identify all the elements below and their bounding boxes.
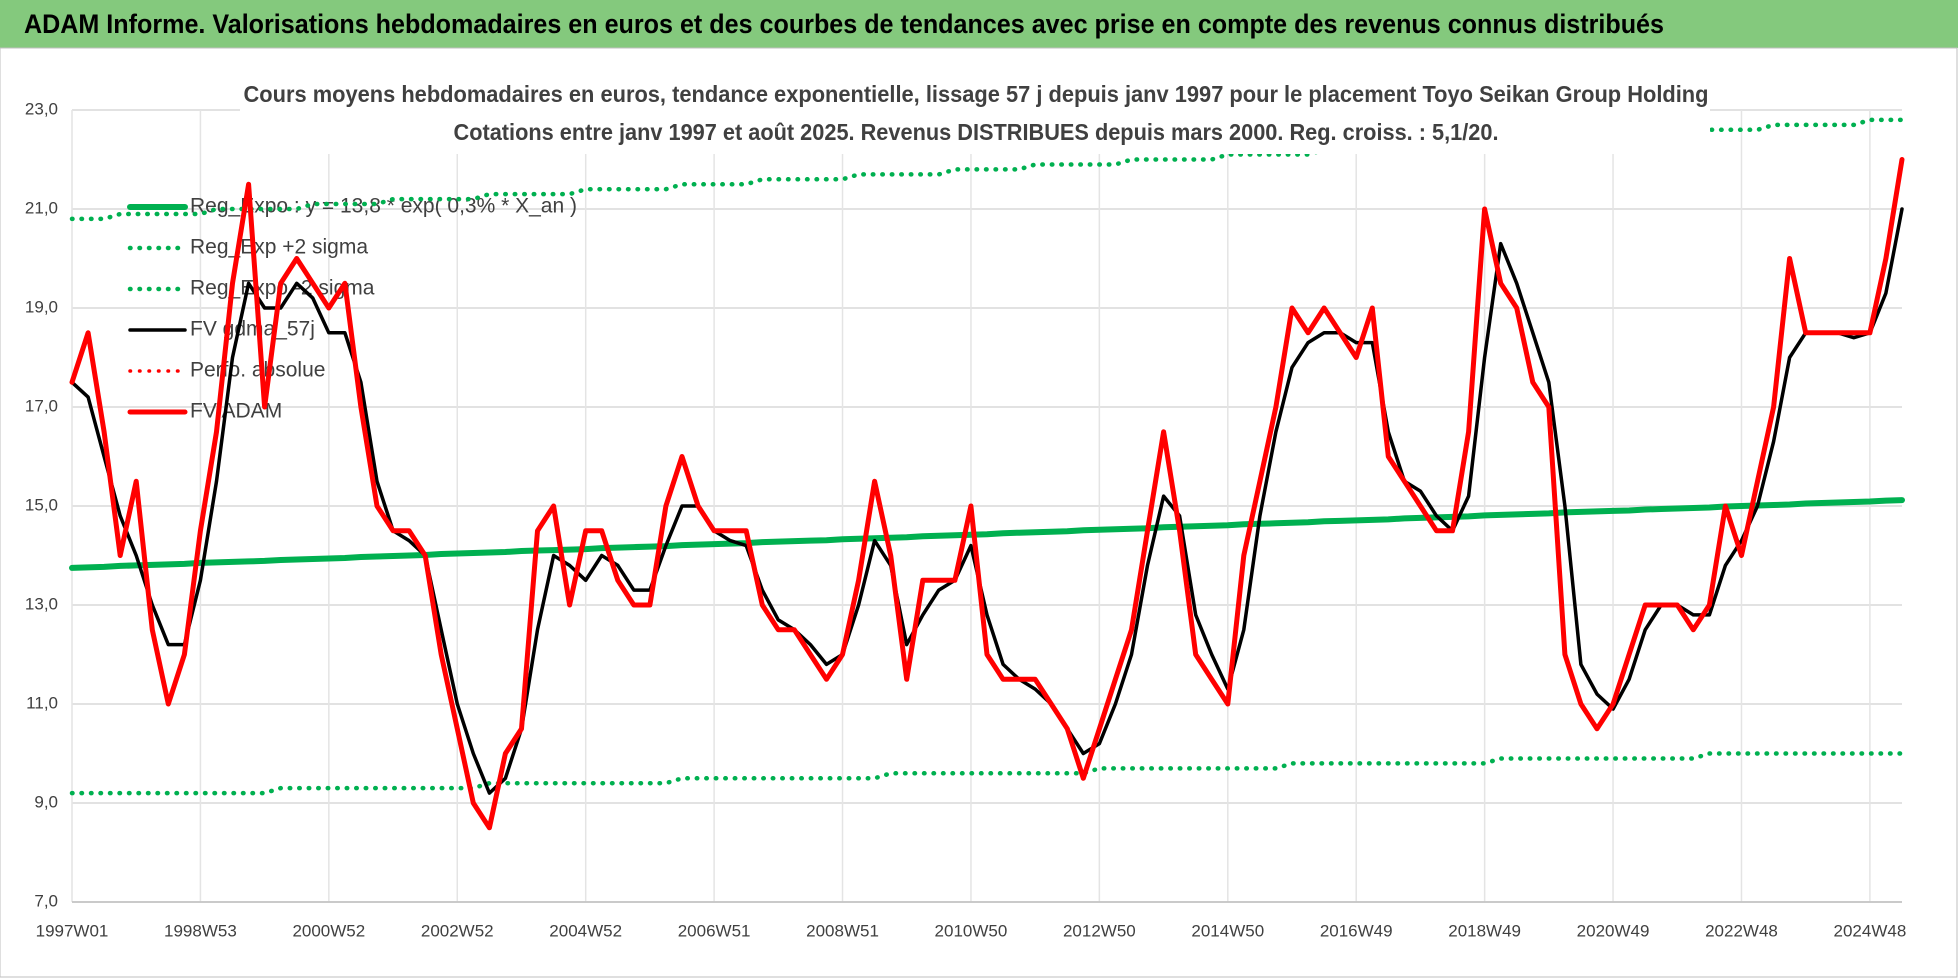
lines [69, 117, 1905, 831]
y-tick-label: 15,0 [25, 495, 58, 514]
x-tick-label: 2000W52 [292, 921, 365, 940]
x-tick-label: 2020W49 [1577, 921, 1650, 940]
title-backdrop [240, 80, 1710, 154]
x-tick-label: 2024W48 [1834, 921, 1907, 940]
x-tick-label: 2022W48 [1705, 921, 1778, 940]
y-tick-label: 23,0 [25, 99, 58, 118]
y-tick-label: 11,0 [26, 693, 58, 712]
x-tick-label: 2002W52 [421, 921, 494, 940]
series-line [69, 751, 1905, 796]
x-tick-label: 2008W51 [806, 921, 879, 940]
legend-label: FV gdma_57j [190, 318, 315, 341]
x-tick-label: 2006W51 [678, 921, 751, 940]
chart-title: Cours moyens hebdomadaires en euros, ten… [244, 81, 1709, 107]
y-tick-label: 19,0 [25, 297, 58, 316]
legend-label: FV ADAM [190, 400, 282, 423]
series-line [69, 497, 1905, 571]
series-line [70, 207, 1904, 795]
header-bar [0, 0, 1958, 48]
series-line [69, 157, 1905, 831]
header-title: ADAM Informe. Valorisations hebdomadaire… [24, 9, 1664, 39]
legend-label: Perfo. absolue [190, 359, 325, 382]
x-tick-label: 2012W50 [1063, 921, 1136, 940]
y-tick-label: 17,0 [25, 396, 58, 415]
x-tick-label: 1998W53 [164, 921, 237, 940]
y-tick-label: 21,0 [25, 198, 58, 217]
x-tick-label: 2014W50 [1191, 921, 1264, 940]
x-tick-label: 1997W01 [36, 921, 109, 940]
chart-subtitle: Cotations entre janv 1997 et août 2025. … [454, 119, 1499, 145]
chart-border [0, 47, 1958, 978]
y-tick-label: 7,0 [34, 891, 58, 910]
y-tick-label: 9,0 [34, 792, 58, 811]
x-tick-label: 2018W49 [1448, 921, 1521, 940]
x-tick-label: 2010W50 [935, 921, 1008, 940]
y-tick-label: 13,0 [25, 594, 58, 613]
legend-label: Reg_Expo : y = 13,8 * exp( 0,3% * X_an ) [190, 195, 577, 218]
x-tick-label: 2016W49 [1320, 921, 1393, 940]
legend-label: Reg_Exp +2 sigma [190, 236, 368, 259]
x-tick-label: 2004W52 [549, 921, 622, 940]
